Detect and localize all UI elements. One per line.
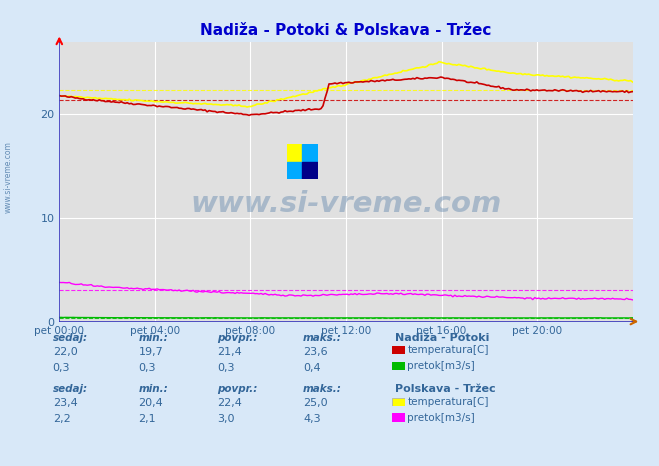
Text: 0,4: 0,4 [303,363,321,372]
Bar [287,162,302,179]
Text: 2,2: 2,2 [53,414,71,424]
Text: temperatura[C]: temperatura[C] [407,345,489,355]
Bar [302,144,318,162]
Text: 23,4: 23,4 [53,398,78,408]
Text: maks.:: maks.: [303,333,342,343]
Text: maks.:: maks.: [303,384,342,394]
Text: pretok[m3/s]: pretok[m3/s] [407,361,475,371]
Text: 21,4: 21,4 [217,347,243,357]
Bar [302,162,318,179]
Text: 0,3: 0,3 [217,363,235,372]
Text: 25,0: 25,0 [303,398,328,408]
Text: 3,0: 3,0 [217,414,235,424]
Text: 23,6: 23,6 [303,347,328,357]
Text: 0,3: 0,3 [53,363,71,372]
Text: 0,3: 0,3 [138,363,156,372]
Text: povpr.:: povpr.: [217,333,258,343]
Text: 19,7: 19,7 [138,347,163,357]
Text: sedaj:: sedaj: [53,384,88,394]
Text: povpr.:: povpr.: [217,384,258,394]
Title: Nadiža - Potoki & Polskava - Tržec: Nadiža - Potoki & Polskava - Tržec [200,23,492,38]
Text: 20,4: 20,4 [138,398,163,408]
Text: Nadiža - Potoki: Nadiža - Potoki [395,333,490,343]
Text: min.:: min.: [138,333,168,343]
Text: 22,0: 22,0 [53,347,78,357]
Text: Polskava - Tržec: Polskava - Tržec [395,384,496,394]
Text: 2,1: 2,1 [138,414,156,424]
Text: www.si-vreme.com: www.si-vreme.com [190,190,501,218]
Text: sedaj:: sedaj: [53,333,88,343]
Text: www.si-vreme.com: www.si-vreme.com [3,141,13,213]
Text: pretok[m3/s]: pretok[m3/s] [407,412,475,423]
Text: min.:: min.: [138,384,168,394]
Bar [287,144,302,162]
Text: 22,4: 22,4 [217,398,243,408]
Text: temperatura[C]: temperatura[C] [407,397,489,407]
Text: 4,3: 4,3 [303,414,321,424]
